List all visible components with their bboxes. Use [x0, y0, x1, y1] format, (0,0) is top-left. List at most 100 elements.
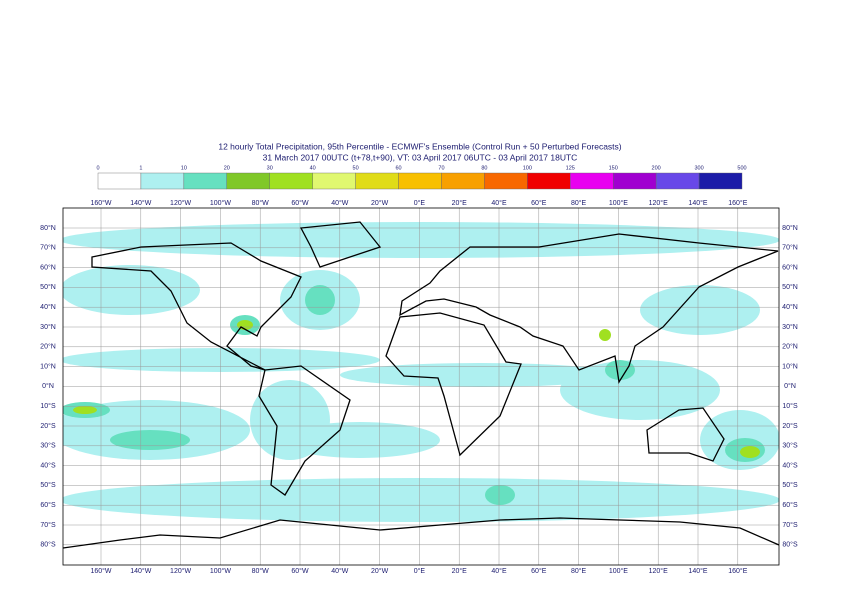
legend-label: 150: [609, 165, 618, 171]
legend-label: 20: [224, 165, 230, 171]
legend-swatch: [269, 172, 313, 190]
longitude-label: 140°E: [688, 567, 707, 575]
longitude-label: 40°E: [491, 567, 507, 575]
legend-swatch: [441, 172, 485, 190]
color-legend: 0 1 10 20 30 40 50 60 70 80 100 125 150 200 300 500: [96, 165, 747, 190]
longitude-label: 120°E: [649, 567, 668, 575]
legend-swatch: [527, 172, 571, 190]
coastlines: [63, 221, 779, 549]
latitude-label: 80°N: [40, 224, 56, 232]
latitude-label: 60°S: [782, 501, 798, 509]
legend-swatch: [312, 172, 356, 190]
legend-swatch: [398, 172, 442, 190]
legend-swatch: [484, 172, 528, 190]
latitude-label: 30°S: [40, 442, 56, 450]
longitude-label: 160°E: [728, 567, 747, 575]
longitude-label: 100°E: [609, 199, 628, 207]
latitude-label: 60°N: [782, 263, 798, 271]
map-title: 12 hourly Total Precipitation, 95th Perc…: [218, 141, 621, 151]
precipitation-field: [63, 222, 779, 522]
map-subtitle: 31 March 2017 00UTC (t+78,t+90), VT: 03 …: [263, 152, 578, 162]
latitude-label: 50°N: [40, 283, 56, 291]
legend-label: 300: [694, 165, 703, 171]
latitude-label: 20°S: [782, 422, 798, 430]
legend-label: 80: [481, 165, 487, 171]
latitude-label: 70°N: [40, 244, 56, 252]
longitude-label: 60°W: [291, 567, 309, 575]
longitude-label: 140°E: [688, 199, 707, 207]
legend-swatch: [613, 172, 657, 190]
latitude-label: 50°S: [782, 481, 798, 489]
longitude-label: 80°W: [252, 199, 270, 207]
latitude-label: 0°N: [784, 382, 796, 390]
latitude-label: 70°S: [782, 521, 798, 529]
longitude-label: 160°W: [90, 567, 111, 575]
longitude-label: 40°W: [331, 199, 349, 207]
legend-label: 100: [523, 165, 532, 171]
latitude-label: 60°S: [40, 501, 56, 509]
latitude-label: 40°N: [782, 303, 798, 311]
longitude-label: 120°E: [649, 199, 668, 207]
longitude-label: 140°W: [130, 567, 151, 575]
latitude-label: 50°S: [40, 481, 56, 489]
longitude-label: 100°W: [210, 199, 231, 207]
longitude-label: 80°E: [571, 199, 587, 207]
latitude-label: 30°S: [782, 442, 798, 450]
longitude-label: 20°E: [452, 567, 468, 575]
legend-swatch: [698, 172, 743, 190]
longitude-label: 60°E: [531, 567, 547, 575]
longitude-label: 20°W: [371, 567, 389, 575]
legend-label: 50: [353, 165, 359, 171]
legend-label: 70: [438, 165, 444, 171]
legend-label: 1: [139, 165, 142, 171]
latitude-label: 30°N: [40, 323, 56, 331]
latitude-label: 20°N: [40, 343, 56, 351]
latitude-label: 40°S: [782, 461, 798, 469]
longitude-label: 100°W: [210, 567, 231, 575]
legend-label: 30: [267, 165, 273, 171]
legend-swatch: [355, 172, 399, 190]
latitude-label: 20°S: [40, 422, 56, 430]
longitude-label: 140°W: [130, 199, 151, 207]
legend-label: 40: [310, 165, 316, 171]
longitude-label: 40°W: [331, 567, 349, 575]
latitude-label: 60°N: [40, 263, 56, 271]
longitude-label: 80°W: [252, 567, 270, 575]
longitude-label: 160°W: [90, 199, 111, 207]
latitude-label: 80°S: [40, 541, 56, 549]
longitude-label: 20°E: [452, 199, 468, 207]
longitude-label: 0°E: [414, 199, 426, 207]
longitude-label: 100°E: [609, 567, 628, 575]
latitude-label: 80°S: [782, 541, 798, 549]
latitude-label: 40°S: [40, 461, 56, 469]
longitude-label: 60°E: [531, 199, 547, 207]
latitude-label: 10°S: [40, 402, 56, 410]
latitude-label: 50°N: [782, 283, 798, 291]
legend-label: 125: [566, 165, 575, 171]
legend-label: 200: [652, 165, 661, 171]
longitude-label: 80°E: [571, 567, 587, 575]
latitude-label: 80°N: [782, 224, 798, 232]
legend-label: 10: [181, 165, 187, 171]
latitude-label: 20°N: [782, 343, 798, 351]
latitude-label: 40°N: [40, 303, 56, 311]
longitude-label: 120°W: [170, 567, 191, 575]
legend-label: 500: [737, 165, 746, 171]
latitude-label: 10°S: [782, 402, 798, 410]
latitude-label: 70°S: [40, 521, 56, 529]
legend-label: 0: [96, 165, 99, 171]
latitude-label: 70°N: [782, 244, 798, 252]
longitude-label: 120°W: [170, 199, 191, 207]
legend-swatch: [226, 172, 270, 190]
longitude-label: 60°W: [291, 199, 309, 207]
legend-swatch: [655, 172, 700, 190]
longitude-label: 160°E: [728, 199, 747, 207]
legend-swatch: [183, 172, 228, 190]
legend-label: 60: [395, 165, 401, 171]
longitude-label: 20°W: [371, 199, 389, 207]
latitude-label: 10°N: [40, 362, 56, 370]
legend-swatch: [140, 172, 185, 190]
legend-swatch: [97, 172, 142, 190]
latitude-label: 0°N: [42, 382, 54, 390]
